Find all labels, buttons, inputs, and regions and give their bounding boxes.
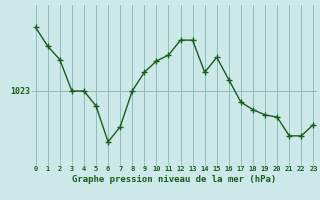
X-axis label: Graphe pression niveau de la mer (hPa): Graphe pression niveau de la mer (hPa)	[72, 175, 276, 184]
